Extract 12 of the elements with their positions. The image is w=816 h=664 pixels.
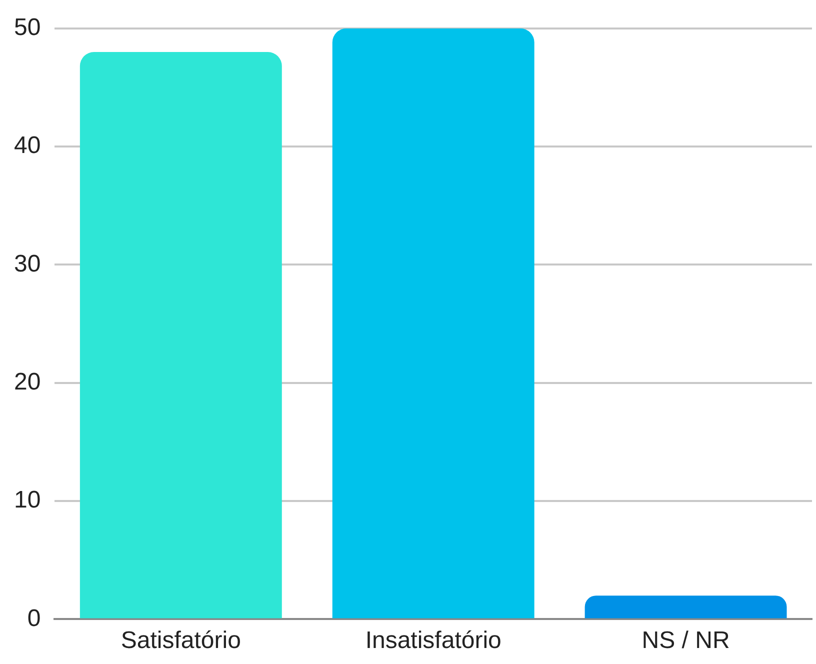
bar — [80, 52, 282, 618]
x-tick-label: Insatisfatório — [365, 627, 502, 654]
x-tick-label: Satisfatório — [120, 627, 241, 654]
bar — [584, 596, 787, 618]
y-tick-label: 30 — [14, 250, 41, 278]
y-tick-label: 40 — [14, 132, 41, 160]
y-tick-label: 50 — [14, 14, 41, 42]
y-tick-label: 10 — [14, 486, 41, 514]
bar — [332, 28, 534, 618]
x-tick-label: NS / NR — [642, 627, 730, 654]
y-tick-label: 20 — [14, 368, 41, 396]
y-tick-label: 0 — [27, 604, 41, 632]
